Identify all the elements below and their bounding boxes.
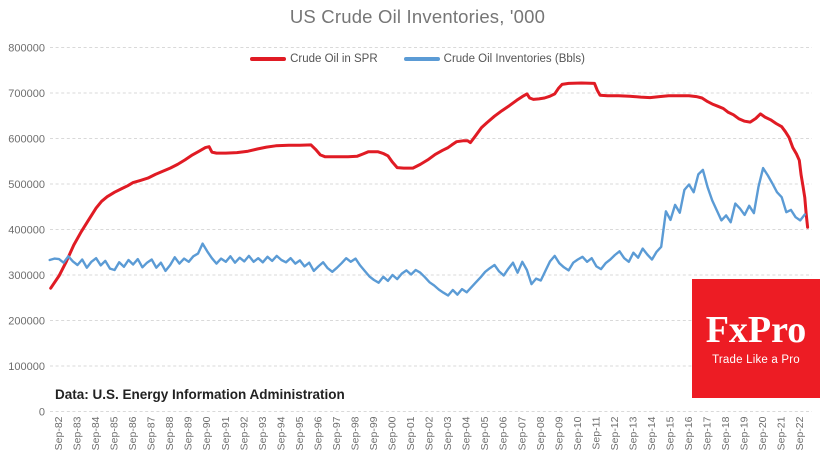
x-tick-label: Sep-20: [757, 416, 769, 450]
x-tick-label: Sep-21: [776, 416, 788, 450]
legend-label-spr: Crude Oil in SPR: [290, 53, 378, 65]
x-tick-label: Sep-95: [294, 416, 306, 450]
y-tick-label: 700000: [8, 88, 45, 100]
x-tick-label: Sep-99: [368, 416, 380, 450]
x-tick-label: Sep-22: [794, 416, 806, 450]
legend-swatch-inventories-line-icon: [403, 57, 440, 61]
x-tick-label: Sep-06: [498, 416, 510, 450]
x-tick-label: Sep-17: [702, 416, 714, 450]
y-tick-label: 300000: [8, 270, 45, 282]
x-tick-label: Sep-14: [646, 416, 658, 450]
chart-title: US Crude Oil Inventories, '000: [289, 6, 546, 27]
y-tick-label: 600000: [8, 133, 45, 145]
x-tick-label: Sep-15: [665, 416, 677, 450]
x-tick-label: Sep-10: [572, 416, 584, 450]
x-tick-label: Sep-90: [201, 416, 213, 450]
x-tick-label: Sep-82: [53, 416, 65, 450]
x-tick-label: Sep-89: [183, 416, 195, 450]
x-tick-label: Sep-93: [257, 416, 269, 450]
x-tick-label: Sep-03: [442, 416, 454, 450]
x-tick-label: Sep-94: [275, 416, 287, 450]
x-tick-label: Sep-05: [479, 416, 491, 450]
legend-swatch-spr-line-icon: [250, 57, 287, 61]
x-tick-label: Sep-86: [127, 416, 139, 450]
legend-item-inventories: Crude Oil Inventories (Bbls): [403, 53, 585, 65]
source-note: Data: U.S. Energy Information Administra…: [55, 387, 345, 402]
x-tick-label: Sep-91: [220, 416, 232, 450]
x-tick-label: Sep-08: [535, 416, 547, 450]
y-tick-label: 800000: [8, 42, 45, 54]
x-tick-label: Sep-02: [424, 416, 436, 450]
x-tick-label: Sep-87: [146, 416, 158, 450]
x-tick-label: Sep-11: [590, 416, 602, 449]
y-tick-label: 0: [39, 406, 45, 418]
x-tick-label: Sep-00: [387, 416, 399, 450]
y-tick-label: 400000: [8, 224, 45, 236]
x-tick-label: Sep-85: [109, 416, 121, 450]
series-line-spr: [49, 81, 810, 290]
fxpro-logo-wordmark: FxPro: [705, 309, 807, 352]
series-line-inventories: [48, 166, 806, 297]
legend: Crude Oil in SPR Crude Oil Inventories (…: [0, 53, 835, 65]
fxpro-logo-tagline: Trade Like a Pro: [712, 353, 800, 366]
legend-label-inventories: Crude Oil Inventories (Bbls): [443, 53, 585, 65]
y-tick-label: 100000: [8, 361, 45, 373]
x-tick-label: Sep-96: [312, 416, 324, 450]
x-tick-label: Sep-07: [516, 416, 528, 450]
x-tick-label: Sep-01: [405, 416, 417, 450]
x-tick-label: Sep-92: [238, 416, 250, 450]
x-tick-label: Sep-12: [609, 416, 621, 450]
x-tick-label: Sep-83: [72, 416, 84, 450]
x-tick-label: Sep-16: [683, 416, 695, 450]
x-tick-label: Sep-13: [627, 416, 639, 450]
fxpro-logo: FxPro Trade Like a Pro: [692, 279, 820, 398]
x-tick-label: Sep-84: [90, 416, 102, 450]
x-tick-label: Sep-88: [164, 416, 176, 450]
x-tick-label: Sep-97: [331, 416, 343, 450]
y-tick-label: 200000: [8, 315, 45, 327]
x-tick-label: Sep-09: [553, 416, 565, 450]
x-tick-label: Sep-98: [350, 416, 362, 450]
y-tick-label: 500000: [8, 179, 45, 191]
legend-item-spr: Crude Oil in SPR: [250, 53, 378, 65]
x-tick-label: Sep-04: [461, 416, 473, 450]
x-tick-label: Sep-19: [739, 416, 751, 450]
x-tick-label: Sep-18: [720, 416, 732, 450]
